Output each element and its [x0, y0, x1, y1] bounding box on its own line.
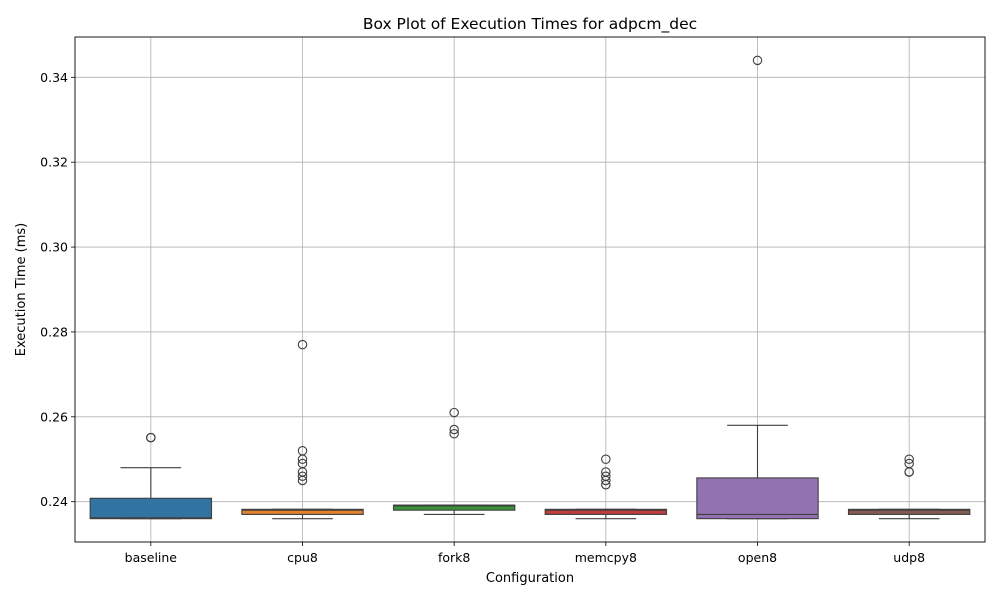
outlier-point — [904, 454, 914, 464]
outlier-point — [601, 479, 611, 490]
outlier-point — [146, 432, 156, 443]
y-tick-label: 0.32 — [40, 155, 68, 170]
outlier-point — [297, 471, 308, 481]
x-tick-label: open8 — [738, 550, 777, 565]
box-body — [392, 504, 516, 511]
box-body — [847, 508, 971, 515]
box-udp8 — [847, 454, 971, 520]
outlier-point — [449, 429, 459, 439]
x-axis-label: Configuration — [486, 571, 574, 586]
box-fork8 — [392, 407, 516, 515]
x-tick-label: memcpy8 — [575, 550, 637, 565]
box-memcpy8 — [544, 454, 668, 520]
box-body — [89, 497, 213, 520]
box-body — [696, 477, 819, 520]
outlier-point — [297, 454, 308, 464]
outlier-point — [601, 475, 611, 486]
outlier-point — [297, 339, 308, 350]
outlier-point — [904, 467, 914, 477]
box-body — [544, 508, 668, 515]
box-baseline — [89, 432, 213, 520]
y-tick-label: 0.24 — [40, 494, 68, 509]
y-axis-label: Execution Time (ms) — [14, 223, 29, 356]
outlier-point — [449, 407, 459, 418]
outlier-point — [601, 454, 611, 464]
x-tick-label: cpu8 — [287, 550, 318, 565]
box-cpu8 — [241, 339, 364, 520]
y-tick-label: 0.28 — [40, 324, 68, 339]
outlier-point — [752, 55, 763, 66]
box-body — [241, 508, 364, 515]
box-open8 — [696, 55, 819, 520]
plot-frame — [74, 36, 986, 543]
outlier-point — [449, 424, 459, 435]
outlier-point — [297, 475, 308, 486]
y-tick-label: 0.26 — [40, 409, 68, 424]
x-tick-label: fork8 — [438, 550, 470, 565]
ticks-layer: 0.24 0.26 0.28 0.30 0.32 0.34 baseline cpu8 fork… — [40, 70, 925, 565]
x-tick-label: udp8 — [893, 550, 925, 565]
x-tick-label: baseline — [125, 550, 178, 565]
boxes-layer — [89, 55, 971, 520]
y-tick-label: 0.30 — [40, 240, 68, 255]
y-tick-label: 0.34 — [40, 70, 68, 85]
chart-title: Box Plot of Execution Times for adpcm_de… — [363, 15, 697, 34]
